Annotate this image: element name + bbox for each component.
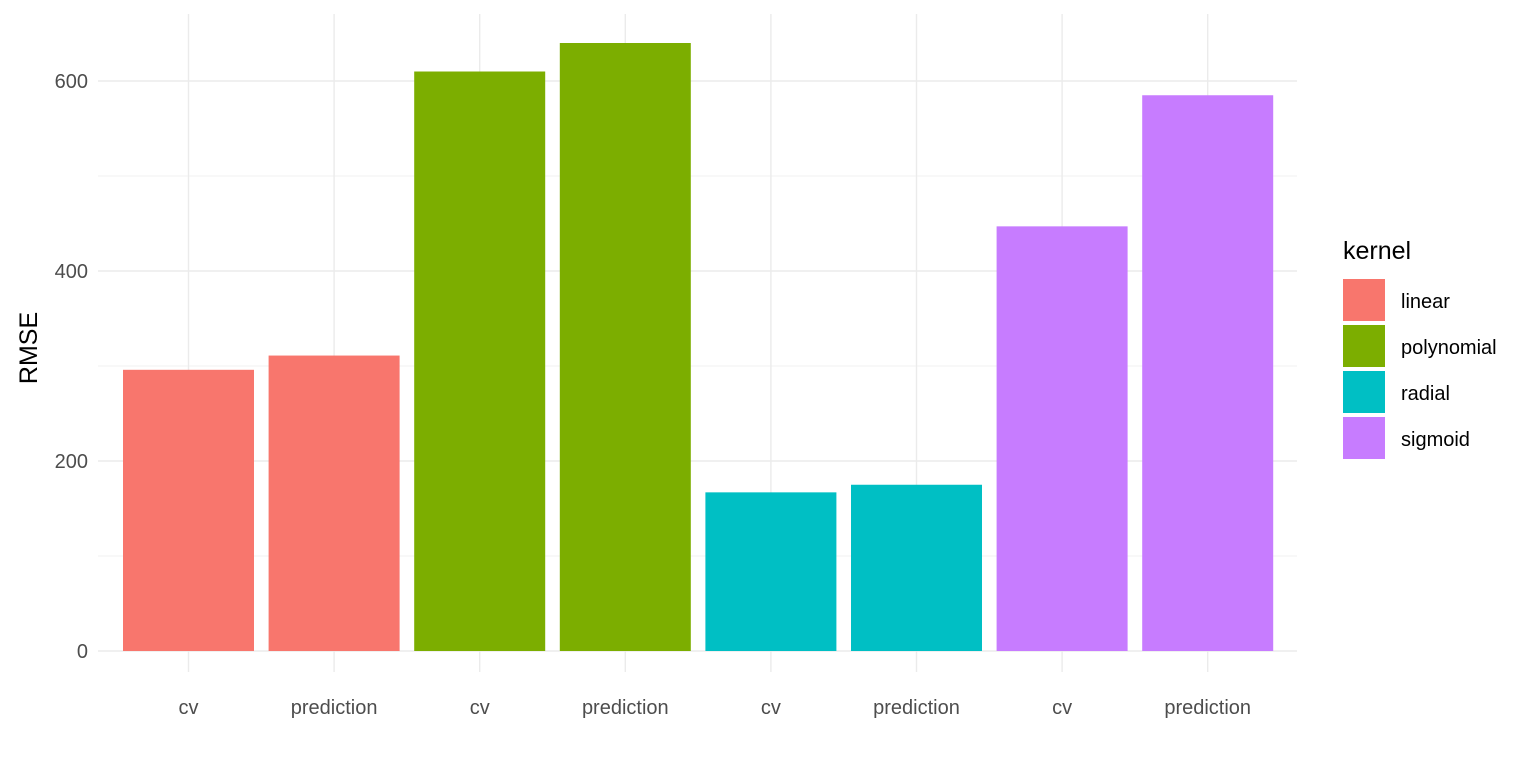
legend-key-sigmoid xyxy=(1343,417,1385,459)
x-tick-label: prediction xyxy=(873,697,960,719)
x-tick-label: cv xyxy=(179,697,199,719)
y-axis-ticks: 0 200 400 600 xyxy=(55,71,88,663)
y-tick-label: 600 xyxy=(55,71,88,93)
bar-radial-prediction xyxy=(851,484,982,651)
x-tick-label: cv xyxy=(470,697,490,719)
bar-polynomial-cv xyxy=(414,71,546,651)
bar-sigmoid-cv xyxy=(996,226,1128,651)
legend-title: kernel xyxy=(1343,237,1411,265)
y-tick-label: 200 xyxy=(55,451,88,473)
x-tick-label: cv xyxy=(761,697,781,719)
bar-sigmoid-prediction xyxy=(1142,95,1274,651)
legend-label-sigmoid: sigmoid xyxy=(1401,429,1470,451)
bar-polynomial-prediction xyxy=(559,43,691,651)
x-tick-label: prediction xyxy=(291,697,378,719)
legend-key-radial xyxy=(1343,371,1385,413)
bar-linear-prediction xyxy=(268,355,400,651)
x-tick-label: prediction xyxy=(582,697,669,719)
legend-label-polynomial: polynomial xyxy=(1401,337,1497,359)
legend-key-polynomial xyxy=(1343,325,1385,367)
x-axis-ticks: cv prediction cv prediction cv prediction cv pr… xyxy=(179,697,1252,719)
bar-linear-cv xyxy=(123,369,254,651)
legend-label-linear: linear xyxy=(1401,291,1450,313)
legend: kernel linear polynomial radial sigmoid xyxy=(1343,237,1497,459)
y-tick-label: 0 xyxy=(77,641,88,663)
bars xyxy=(123,43,1274,651)
y-axis-title: RMSE xyxy=(15,312,43,384)
y-tick-label: 400 xyxy=(55,261,88,283)
x-tick-label: cv xyxy=(1052,697,1072,719)
legend-key-linear xyxy=(1343,279,1385,321)
x-tick-label: prediction xyxy=(1164,697,1251,719)
bar-radial-cv xyxy=(705,492,837,651)
legend-label-radial: radial xyxy=(1401,383,1450,405)
